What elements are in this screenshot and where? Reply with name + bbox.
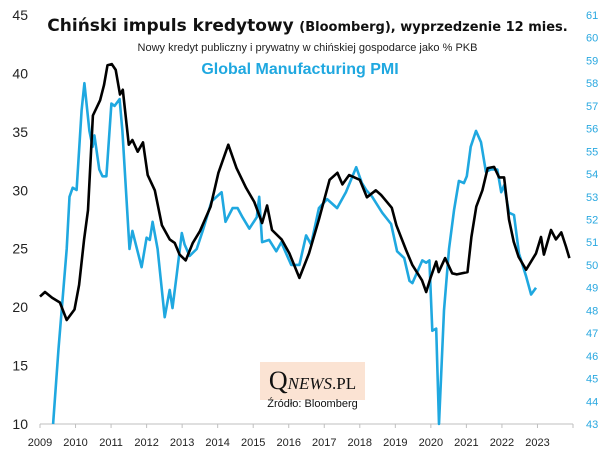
x-tick-label: 2018 — [348, 437, 372, 449]
right-tick-label: 50 — [586, 260, 598, 272]
right-tick-label: 61 — [586, 10, 598, 22]
chart-subtitle: Nowy kredyt publiczny i prywatny w chińs… — [137, 42, 478, 54]
left-tick-label: 25 — [12, 241, 28, 257]
x-tick-label: 2017 — [312, 437, 336, 449]
plot-area — [39, 62, 571, 426]
x-tick-label: 2016 — [276, 437, 300, 449]
right-tick-label: 44 — [586, 396, 598, 408]
source-note: Źródło: Bloomberg — [267, 398, 358, 410]
left-tick-label: 30 — [12, 182, 28, 198]
x-tick-label: 2019 — [383, 437, 407, 449]
right-tick-label: 48 — [586, 305, 598, 317]
x-tick-label: 2020 — [419, 437, 443, 449]
x-tick-label: 2009 — [28, 437, 52, 449]
left-tick-label: 45 — [12, 7, 28, 23]
right-tick-label: 60 — [586, 33, 598, 45]
right-tick-label: 56 — [586, 124, 598, 136]
right-tick-label: 47 — [586, 328, 598, 340]
title-suffix: (Bloomberg), wyprzedzenie 12 mies. — [299, 20, 568, 35]
chart-title: Chiński impuls kredytowy (Bloomberg), wy… — [10, 16, 605, 36]
qnews-logo: QNEWS.PL — [260, 362, 365, 400]
left-tick-label: 20 — [12, 299, 28, 315]
right-tick-label: 51 — [586, 237, 598, 249]
x-tick-label: 2023 — [525, 437, 549, 449]
right-tick-label: 55 — [586, 146, 598, 158]
pmi-series-line — [51, 81, 538, 426]
right-tick-label: 54 — [586, 169, 598, 181]
right-tick-label: 43 — [586, 419, 598, 431]
left-tick-label: 35 — [12, 124, 28, 140]
right-tick-label: 45 — [586, 374, 598, 386]
x-tick-label: 2010 — [63, 437, 87, 449]
right-tick-label: 52 — [586, 215, 598, 227]
credit-series-line — [39, 62, 571, 322]
right-tick-label: 46 — [586, 351, 598, 363]
title-main: Chiński impuls kredytowy — [47, 16, 294, 36]
right-tick-label: 53 — [586, 192, 598, 204]
right-tick-label: 59 — [586, 55, 598, 67]
x-axis: 2009 2010 2011 2012 2013 2014 2015 2016 2017 2018… — [28, 423, 574, 449]
x-tick-label: 2014 — [205, 437, 229, 449]
x-tick-label: 2022 — [490, 437, 514, 449]
x-tick-label: 2021 — [454, 437, 478, 449]
right-tick-label: 58 — [586, 78, 598, 90]
x-tick-label: 2012 — [134, 437, 158, 449]
right-tick-label: 57 — [586, 101, 598, 113]
left-tick-label: 10 — [12, 416, 28, 432]
right-axis: 43 44 45 46 47 48 49 50 51 52 53 54 55 56 57 58 59 60 61 — [586, 10, 598, 431]
x-tick-label: 2015 — [241, 437, 265, 449]
left-tick-label: 15 — [12, 358, 28, 374]
pmi-series-title: Global Manufacturing PMI — [201, 61, 399, 78]
x-tick-label: 2011 — [99, 437, 123, 449]
left-axis: 10 15 20 25 30 35 40 45 — [12, 7, 28, 432]
x-tick-label: 2013 — [170, 437, 194, 449]
right-tick-label: 49 — [586, 283, 598, 295]
left-tick-label: 40 — [12, 65, 28, 81]
